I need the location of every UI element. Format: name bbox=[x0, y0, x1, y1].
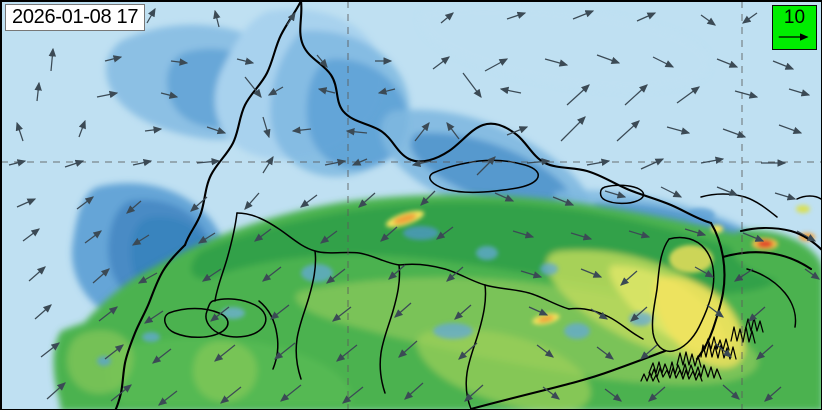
wind-scale-value: 10 bbox=[783, 7, 806, 28]
timestamp-label: 2026-01-08 17 bbox=[5, 4, 146, 31]
reference-vector-arrow-icon bbox=[778, 33, 809, 41]
timestamp-text: 2026-01-08 17 bbox=[12, 6, 139, 28]
wind-scale-legend: 10 bbox=[772, 5, 817, 50]
wind-arrow-group bbox=[8, 7, 821, 406]
